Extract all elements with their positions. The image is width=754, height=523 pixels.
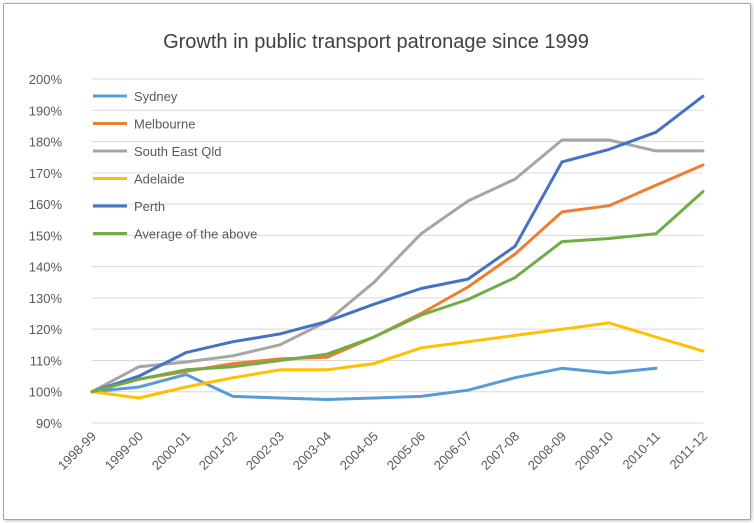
y-tick-label: 120% [29, 322, 63, 337]
y-tick-label: 100% [29, 385, 63, 400]
x-tick-label: 2011-12 [666, 429, 710, 473]
x-tick-label: 2004-05 [337, 429, 381, 473]
chart-title: Growth in public transport patronage sin… [163, 31, 589, 53]
legend-label-melbourne: Melbourne [134, 117, 195, 132]
gridlines [92, 78, 703, 424]
legend: Sydney Melbourne South East Qld Adelaide Per… [93, 89, 257, 242]
y-tick-label: 140% [29, 260, 63, 275]
series-line-adelaide [90, 321, 705, 400]
y-tick-label: 110% [30, 353, 63, 368]
x-tick-label: 2005-06 [384, 429, 428, 473]
series-line-average-of-the-above [90, 190, 705, 394]
legend-label-adelaide: Adelaide [134, 172, 185, 187]
series-lines [90, 94, 705, 401]
y-tick-label: 190% [29, 103, 63, 118]
x-tick-label: 2006-07 [431, 429, 475, 473]
x-tick-label: 2002-03 [243, 429, 287, 473]
series-line-sydney [90, 366, 658, 401]
series-line-perth [90, 94, 705, 394]
legend-label-south-east-qld: South East Qld [134, 144, 221, 159]
y-tick-label: 150% [29, 228, 63, 243]
y-tick-label: 130% [29, 291, 63, 306]
x-tick-label: 2010-11 [619, 429, 663, 473]
x-tick-label: 1998-99 [55, 429, 99, 473]
y-tick-label: 200% [29, 72, 63, 87]
x-tick-label: 2008-09 [525, 429, 569, 473]
y-tick-label: 160% [29, 197, 63, 212]
x-tick-label: 2003-04 [290, 429, 334, 473]
x-tick-label: 2009-10 [572, 429, 616, 473]
series-line-melbourne [90, 163, 705, 394]
y-tick-label: 180% [29, 135, 63, 150]
y-tick-label: 90% [36, 416, 62, 431]
x-tick-label: 1999-00 [102, 429, 146, 473]
y-axis-ticks: 90% 100% 110% 120% 130% 140% 150% 160% 170% 180% 1… [29, 72, 63, 431]
legend-label-perth: Perth [134, 199, 165, 214]
series-line-south-east-qld [90, 138, 705, 394]
legend-label-sydney: Sydney [134, 89, 178, 104]
y-tick-label: 170% [29, 166, 63, 181]
x-axis-ticks: 1998-99 1999-00 2000-01 2001-02 2002-03 2003-… [55, 429, 710, 473]
x-tick-label: 2001-02 [196, 429, 240, 473]
chart-frame [3, 3, 751, 520]
legend-label-average-of-the-above: Average of the above [134, 227, 257, 242]
x-tick-label: 2007-08 [478, 429, 522, 473]
x-tick-label: 2000-01 [149, 429, 193, 473]
